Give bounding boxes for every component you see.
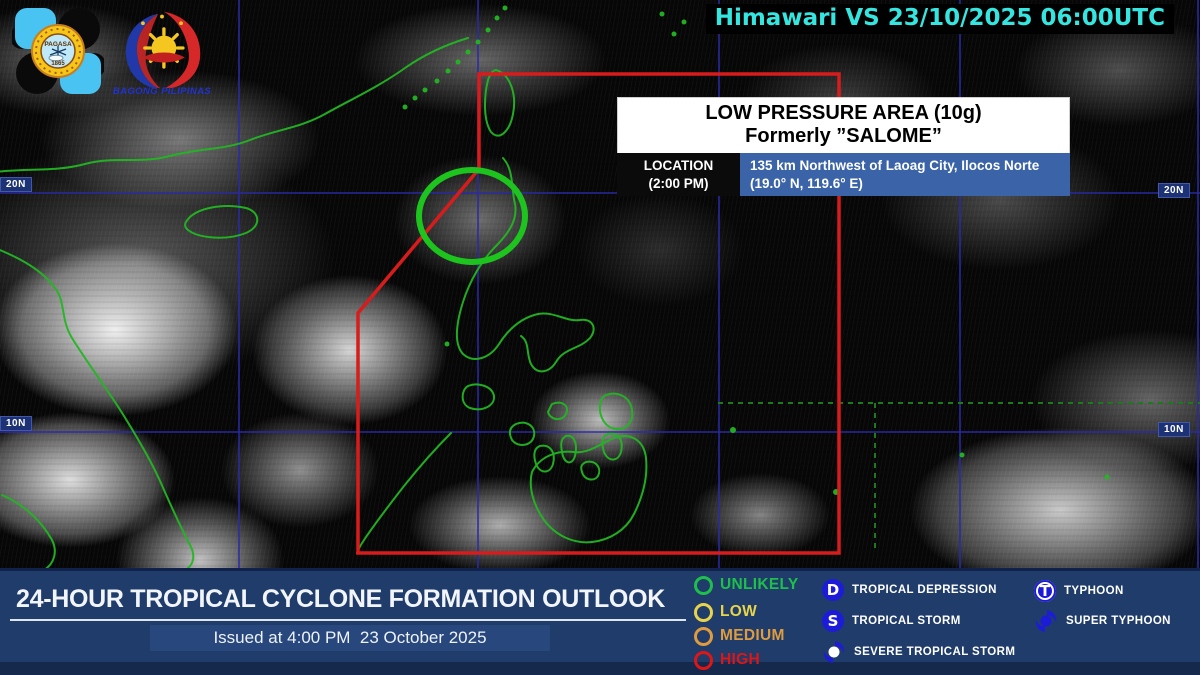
coastline-masbate bbox=[547, 401, 568, 420]
lpa-location-value: 135 km Northwest of Laoag City, Ilocos N… bbox=[740, 153, 1070, 197]
coastline-mindanao bbox=[529, 435, 648, 544]
lpa-info-box: LOW PRESSURE AREA (10g) Formerly ”SALOME… bbox=[617, 97, 1070, 197]
coastline-luzon bbox=[456, 157, 595, 373]
lpa-title-line1: LOW PRESSURE AREA (10g) bbox=[705, 102, 982, 124]
coastline-leyte bbox=[601, 432, 623, 461]
lat-label-10n-left: 10N bbox=[0, 416, 32, 431]
pagasa-logo: PAGASA 1865 bbox=[12, 8, 104, 94]
banner-background bbox=[0, 571, 1200, 675]
tropical-storm-icon: S bbox=[822, 610, 844, 632]
banner-top-line bbox=[0, 568, 1200, 571]
coastline-bohol bbox=[580, 460, 601, 481]
lat-label-10n-right: 10N bbox=[1158, 422, 1190, 437]
typhoon-label: TYPHOON bbox=[1064, 585, 1124, 597]
lpa-location-label: LOCATION (2:00 PM) bbox=[617, 153, 740, 197]
coastline-vietnam bbox=[0, 248, 195, 569]
coastline-panay bbox=[508, 421, 536, 446]
location-label-line1: LOCATION bbox=[643, 158, 714, 174]
pagasa-logo-title: PAGASA bbox=[44, 41, 72, 48]
title-underline bbox=[10, 619, 686, 621]
lpa-title-line2: Formerly ”SALOME” bbox=[745, 125, 942, 148]
coastline-negros bbox=[533, 444, 555, 473]
pagasa-logo-year: 1865 bbox=[51, 61, 65, 67]
legend-row-high: HIGH bbox=[694, 649, 760, 671]
location-value-line1: 135 km Northwest of Laoag City, Ilocos N… bbox=[750, 158, 1040, 174]
coastline-palawan bbox=[356, 432, 452, 554]
legend-row-medium: MEDIUM bbox=[694, 625, 785, 647]
legend-row-severe-tropical-storm: SEVERE TROPICAL STORM bbox=[822, 641, 1015, 663]
lpa-location-row: LOCATION (2:00 PM) 135 km Northwest of L… bbox=[617, 153, 1070, 197]
unlikely-circle-icon bbox=[694, 575, 713, 595]
tropical-depression-icon: D bbox=[822, 579, 844, 601]
bagong-pilipinas-logo bbox=[125, 11, 201, 88]
coastline-south-china bbox=[0, 37, 469, 173]
outlook-banner: 24-HOUR TROPICAL CYCLONE FORMATION OUTLO… bbox=[0, 568, 1200, 675]
lpa-info-title: LOW PRESSURE AREA (10g) Formerly ”SALOME… bbox=[617, 97, 1070, 154]
location-label-line2: (2:00 PM) bbox=[648, 175, 709, 191]
bagong-pilipinas-caption: BAGONG PILIPINAS bbox=[112, 86, 212, 97]
coastline-gulf bbox=[1, 494, 56, 571]
coastline-mindoro bbox=[461, 383, 496, 411]
medium-label: MEDIUM bbox=[720, 627, 785, 644]
legend-row-tropical-depression: D TROPICAL DEPRESSION bbox=[822, 579, 997, 601]
legend-row-unlikely: UNLIKELY bbox=[694, 574, 798, 596]
medium-circle-icon bbox=[694, 626, 713, 646]
lat-label-20n-right: 20N bbox=[1158, 183, 1190, 198]
coastline-hainan bbox=[184, 205, 259, 239]
lat-label-20n-left: 20N bbox=[0, 177, 32, 192]
high-label: HIGH bbox=[720, 651, 760, 668]
satellite-datetime-tag: Himawari VS 23/10/2025 06:00UTC bbox=[705, 4, 1174, 34]
dashed-monitoring-region bbox=[718, 402, 1200, 553]
coastline-taiwan bbox=[484, 69, 515, 137]
typhoon-icon: T bbox=[1034, 580, 1056, 602]
legend-row-super-typhoon: SUPER TYPHOON bbox=[1034, 610, 1171, 632]
lpa-circle-marker bbox=[416, 167, 528, 265]
tropical-storm-label: TROPICAL STORM bbox=[852, 615, 961, 627]
low-label: LOW bbox=[720, 603, 758, 620]
legend-row-tropical-storm: S TROPICAL STORM bbox=[822, 610, 961, 632]
legend-row-low: LOW bbox=[694, 601, 757, 623]
coastline-cebu bbox=[560, 434, 577, 464]
low-circle-icon bbox=[694, 602, 713, 622]
banner-footer-strip bbox=[0, 662, 1200, 675]
severe-tropical-storm-label: SEVERE TROPICAL STORM bbox=[854, 646, 1016, 658]
location-value-line2: (19.0° N, 119.6° E) bbox=[750, 175, 863, 191]
coastline-samar bbox=[598, 392, 634, 430]
severe-tropical-storm-icon bbox=[823, 641, 845, 663]
issued-strip: Issued at 4:00 PM 23 October 2025 bbox=[150, 625, 550, 651]
high-circle-icon bbox=[694, 650, 713, 670]
outlook-title: 24-HOUR TROPICAL CYCLONE FORMATION OUTLO… bbox=[16, 585, 665, 613]
issued-text: Issued at 4:00 PM 23 October 2025 bbox=[213, 628, 487, 647]
legend-row-typhoon: T TYPHOON bbox=[1034, 580, 1124, 602]
tropical-depression-label: TROPICAL DEPRESSION bbox=[852, 584, 997, 596]
super-typhoon-icon bbox=[1035, 610, 1057, 632]
super-typhoon-label: SUPER TYPHOON bbox=[1066, 615, 1171, 627]
unlikely-label: UNLIKELY bbox=[720, 576, 799, 593]
coastlines bbox=[0, 37, 648, 571]
